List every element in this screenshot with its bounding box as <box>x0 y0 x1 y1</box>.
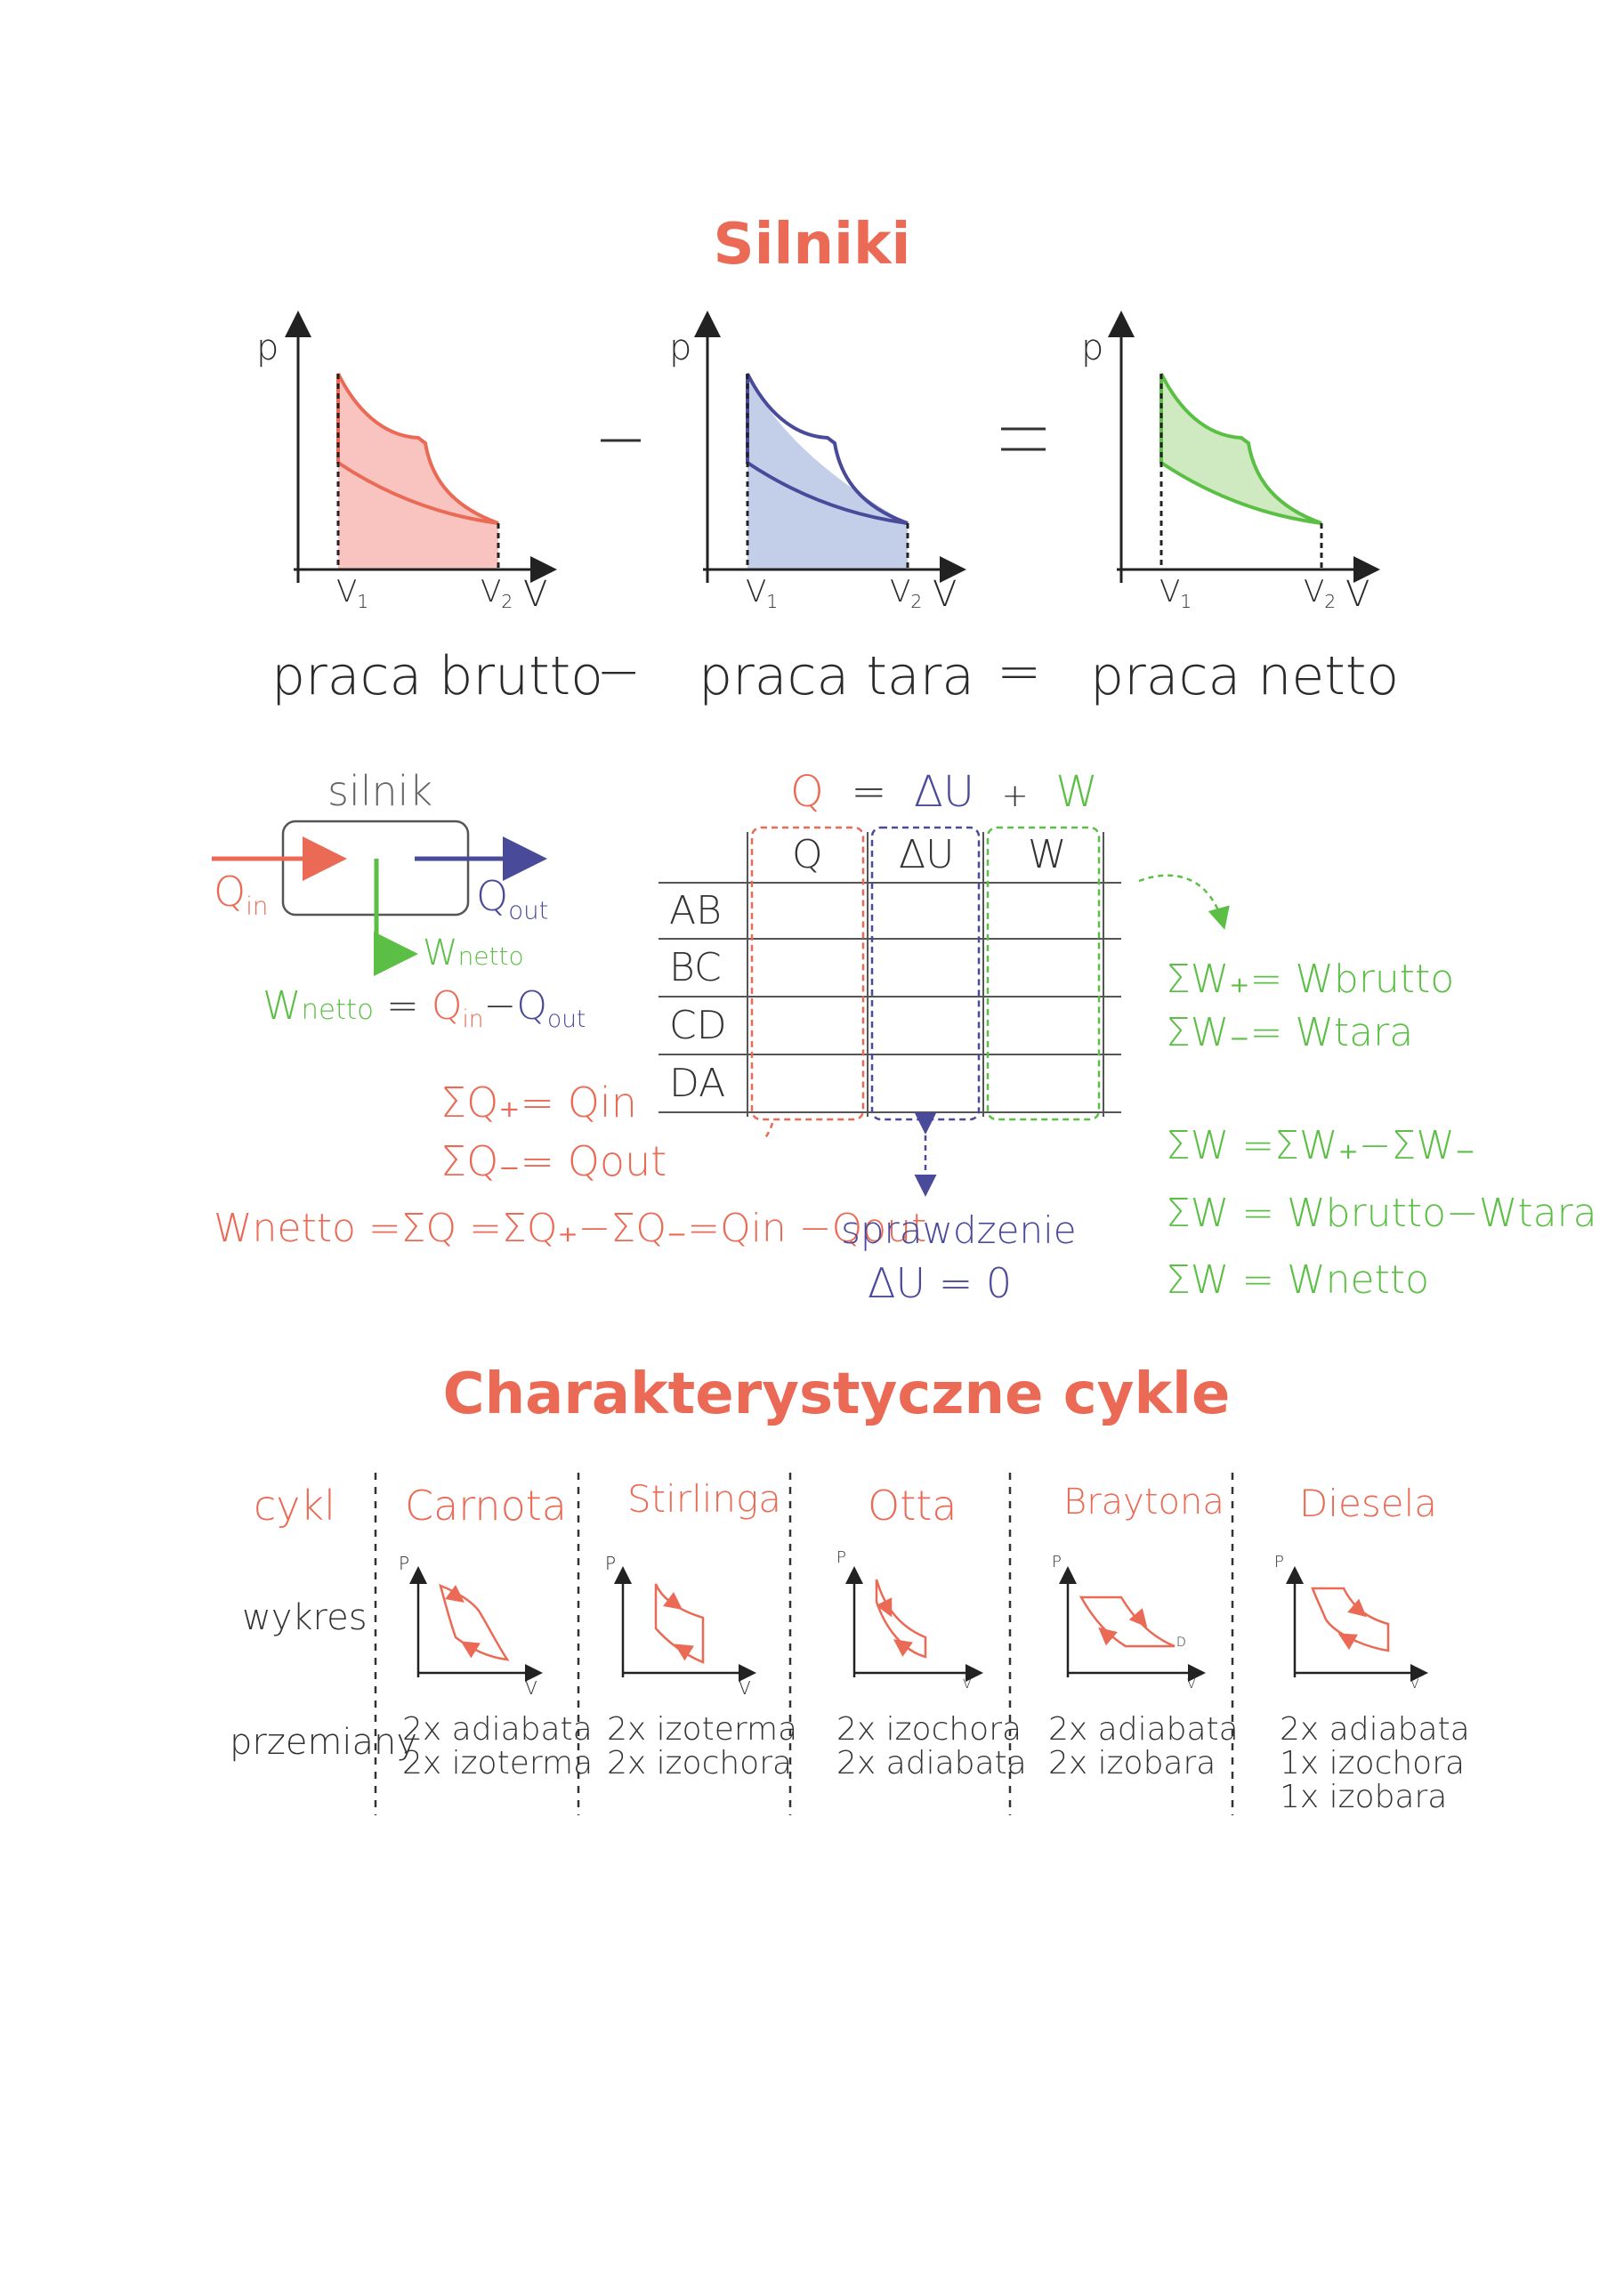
row-label-cycle: cykl <box>254 1482 335 1530</box>
w-netto-arrow <box>374 859 418 976</box>
page-title: Silniki <box>713 212 911 278</box>
carnot-axis-v: V <box>525 1677 537 1699</box>
engine-label: silnik <box>327 767 433 815</box>
row-label-graph: wykres <box>242 1597 368 1638</box>
v1-label-1: V1 <box>336 574 369 613</box>
process-table <box>658 826 1121 1139</box>
cycle-name-diesel: Diesela <box>1299 1482 1437 1525</box>
w-column-box <box>986 826 1101 1121</box>
heat-sum-negative: ΣQ₋= Qout <box>440 1137 667 1185</box>
diesel-axis-p: P <box>1274 1553 1284 1571</box>
cycle-tara <box>746 373 909 525</box>
row-label-transformations: przemiany <box>230 1722 418 1763</box>
q-sum-arrow <box>763 1122 774 1139</box>
cycle-name-otto: Otta <box>868 1482 957 1530</box>
work-sum-netto: ΣW = Wnetto <box>1166 1257 1430 1303</box>
label-praca-brutto: praca brutto <box>271 645 603 707</box>
cycle-name-stirling: Stirlinga <box>627 1477 781 1521</box>
cycles-graphs <box>374 1473 1428 1815</box>
graph-diesel <box>1286 1566 1428 1682</box>
cycle-lines-otto: 2x izochora 2x adiabata <box>836 1711 1027 1781</box>
graph-brutto <box>285 311 557 583</box>
label-praca-tara: praca tara <box>699 645 975 707</box>
carnot-axis-p: P <box>399 1553 410 1574</box>
du-column-box <box>870 826 981 1121</box>
v2-label-3: V2 <box>1304 574 1337 613</box>
table-row-da: DA <box>669 1061 726 1106</box>
v1-label-3: V1 <box>1159 574 1192 613</box>
check-value: ΔU = 0 <box>868 1259 1013 1307</box>
cycle-lines-stirling: 2x izoterma 2x izochora <box>607 1711 798 1781</box>
table-header-q: Q <box>792 832 823 877</box>
heat-sum-wnetto: Wnetto =ΣQ =ΣQ₊−ΣQ₋=Qin −Qout <box>214 1206 927 1251</box>
brayton-axis-v: V <box>1187 1677 1196 1692</box>
axis-p-1: p <box>256 327 279 368</box>
area-netto <box>1159 373 1322 525</box>
work-sum-positive: ΣW₊= Wbrutto <box>1166 957 1455 1002</box>
table-header-w: W <box>1028 832 1067 877</box>
engine-diagram <box>212 820 547 976</box>
brayton-axis-p: P <box>1052 1553 1062 1571</box>
table-header-du: ΔU <box>899 832 955 877</box>
cycle-name-brayton: Braytona <box>1063 1482 1224 1523</box>
area-tara <box>747 374 908 570</box>
graph-otto <box>845 1566 983 1682</box>
cycles-title: Charakterystyczne cykle <box>442 1361 1231 1427</box>
q-in-label: Qin <box>214 868 269 921</box>
v2-label-1: V2 <box>481 574 513 613</box>
axis-p-2: p <box>669 327 692 368</box>
cycle-name-carnot: Carnota <box>405 1482 567 1530</box>
stirling-axis-v: V <box>739 1677 751 1699</box>
axis-v-3: V <box>1345 574 1370 615</box>
axis-v-2: V <box>933 574 957 615</box>
label-praca-netto: praca netto <box>1090 645 1400 707</box>
cycle-lines-diesel: 2x adiabata 1x izochora 1x izobara <box>1280 1711 1470 1815</box>
graph-stirling <box>614 1566 756 1682</box>
graph-brayton <box>1059 1566 1206 1682</box>
cycle-lines-brayton: 2x adiabata 2x izobara <box>1048 1711 1239 1781</box>
otto-axis-v: V <box>963 1677 972 1692</box>
q-out-label: Qout <box>476 872 549 925</box>
table-row-bc: BC <box>669 945 722 990</box>
graph-tara <box>694 311 966 583</box>
diesel-axis-v: V <box>1410 1677 1419 1692</box>
work-sum-negative: ΣW₋= Wtara <box>1166 1010 1414 1055</box>
q-column-box <box>750 826 865 1121</box>
label-minus: − <box>596 641 642 703</box>
axis-v-1: V <box>523 574 548 615</box>
area-brutto <box>338 374 498 570</box>
heat-sum-positive: ΣQ₊= Qin <box>440 1078 637 1127</box>
stirling-axis-p: P <box>605 1553 617 1574</box>
v1-label-2: V1 <box>746 574 779 613</box>
first-law-equation: Q = ΔU + W <box>790 767 1098 817</box>
cycle-lines-carnot: 2x adiabata 2x izoterma <box>402 1711 594 1781</box>
v2-label-2: V2 <box>890 574 923 613</box>
table-row-cd: CD <box>669 1003 727 1048</box>
graph-netto <box>1108 311 1380 583</box>
brayton-point-d: D <box>1176 1636 1186 1650</box>
cycle-brutto <box>336 373 499 525</box>
table-row-ab: AB <box>669 888 722 933</box>
engine-formula: Wnetto = Qin−Qout <box>263 983 586 1034</box>
otto-axis-p: P <box>836 1548 846 1567</box>
axis-p-3: p <box>1081 327 1104 368</box>
table-arrows-extra <box>914 874 1230 1197</box>
w-sum-arrow <box>1138 874 1230 930</box>
work-sum-total: ΣW =ΣW₊−ΣW₋ <box>1166 1123 1476 1168</box>
check-label: sprawdzenie <box>841 1208 1077 1252</box>
pv-graphs <box>285 311 1380 583</box>
w-netto-label: Wnetto <box>423 933 524 973</box>
work-sum-brutto-tara: ΣW = Wbrutto−Wtara <box>1166 1191 1597 1236</box>
graph-carnot <box>409 1566 543 1682</box>
label-equals: = <box>997 641 1042 703</box>
